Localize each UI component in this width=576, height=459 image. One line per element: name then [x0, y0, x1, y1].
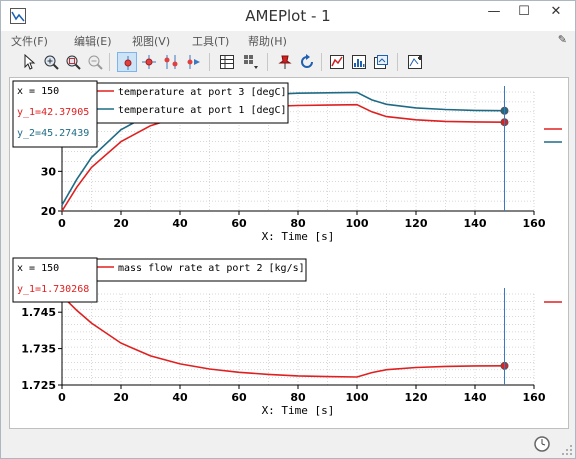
cursor-readout-box [12, 257, 98, 303]
x-tick-label: 160 [523, 391, 546, 404]
plots-canvas[interactable]: 020406080100120140160203040X: Time [s]te… [10, 78, 568, 428]
cursor-step-button[interactable] [183, 52, 203, 72]
zoom-out-button[interactable] [85, 52, 105, 72]
pin-marker-button[interactable] [275, 52, 295, 72]
cursor-tool-button[interactable] [117, 52, 137, 72]
toolbar-separator [267, 53, 268, 71]
toolbar-separator [209, 53, 210, 71]
x-tick-label: 100 [346, 391, 369, 404]
cursor-marker-icon [124, 56, 132, 70]
x-tick-label: 60 [231, 217, 247, 230]
y-tick-label: 1.725 [21, 379, 56, 392]
legend-entry: temperature at port 1 [degC] [118, 105, 287, 116]
maximize-button[interactable]: ☐ [518, 4, 530, 19]
cursor-readout-box [12, 80, 98, 148]
x-axis-title: X: Time [s] [262, 230, 335, 243]
fft-button[interactable] [349, 52, 369, 72]
refresh-button[interactable] [297, 52, 317, 72]
minimize-button[interactable]: — [487, 4, 501, 19]
zoom-in-button[interactable] [41, 52, 61, 72]
pointer-tool-button[interactable] [19, 52, 39, 72]
toolbar-separator [321, 53, 322, 71]
cursor-readout-row: y_1=42.37905 [17, 107, 89, 118]
spectrum-icon [352, 55, 366, 69]
legend: temperature at port 3 [degC] temperature … [79, 82, 289, 124]
x-tick-label: 20 [113, 391, 129, 404]
x-tick-label: 140 [464, 391, 487, 404]
chart-1: 020406080100120140160203040X: Time [s]te… [12, 80, 562, 243]
plot-area[interactable]: 020406080100120140160203040X: Time [s]te… [9, 77, 569, 429]
x-tick-label: 40 [172, 391, 188, 404]
x-axis-title: X: Time [s] [262, 404, 335, 417]
menu-bar: 文件(F) 编辑(E) 视图(V) 工具(T) 帮助(H) ✎ [1, 31, 575, 49]
arrow-pointer-icon [24, 54, 36, 70]
menu-tools[interactable]: 工具(T) [192, 35, 230, 48]
refresh-icon [301, 54, 313, 68]
title-bar[interactable]: AMEPlot - 1 — ☐ ✕ [1, 1, 575, 31]
export-button[interactable] [371, 52, 391, 72]
x-tick-label: 20 [113, 217, 129, 230]
cursor-readout-row: x = 150 [17, 263, 59, 274]
x-tick-label: 60 [231, 391, 247, 404]
plot-properties-button[interactable] [327, 52, 347, 72]
x-tick-label: 100 [346, 217, 369, 230]
y-tick-label: 30 [41, 165, 57, 178]
toolbar [5, 49, 571, 75]
y-tick-label: 1.735 [21, 343, 56, 356]
menu-edit[interactable]: 编辑(E) [74, 35, 112, 48]
close-button[interactable]: ✕ [550, 4, 562, 19]
window-title: AMEPlot - 1 [245, 7, 331, 25]
toolbar-separator [397, 53, 398, 71]
x-tick-label: 120 [405, 391, 428, 404]
grid-layout-icon [244, 55, 258, 69]
y-tick-label: 1.745 [21, 306, 56, 319]
status-bar [1, 431, 575, 458]
two-cursors-button[interactable] [161, 52, 181, 72]
cursor-readout-row: y_2=45.27439 [17, 128, 89, 139]
x-tick-label: 160 [523, 217, 546, 230]
x-tick-label: 140 [464, 217, 487, 230]
cursor-readout: x = 150 y_1=42.37905 y_2=45.27439 [12, 80, 98, 148]
chart-2: 0 20 40 60 80 100 120 140 160 1.725 1.735 1.745 X: T… [12, 257, 562, 417]
x-tick-label: 0 [58, 217, 66, 230]
cursor-readout-row: x = 150 [17, 86, 59, 97]
export-icon [374, 55, 388, 69]
ameplot-app-icon [10, 8, 26, 24]
cursor-readout: x = 150 y_1=1.730268 [12, 257, 98, 303]
x-tick-label: 0 [58, 391, 66, 404]
zoom-out-icon [88, 55, 103, 70]
menu-file[interactable]: 文件(F) [11, 35, 48, 48]
layout-grid-button[interactable] [241, 52, 261, 72]
x-tick-label: 80 [290, 391, 306, 404]
legend-entry: mass flow rate at port 2 [kg/s] [118, 263, 305, 274]
menu-help[interactable]: 帮助(H) [248, 35, 287, 48]
crosshair-tool-button[interactable] [139, 52, 159, 72]
crosshair-icon [142, 55, 156, 69]
resize-grip-icon[interactable] [561, 444, 573, 456]
data-table-button[interactable] [217, 52, 237, 72]
x-tick-label: 40 [172, 217, 188, 230]
pin-icon[interactable]: ✎ [557, 33, 567, 46]
x-tick-label: 80 [290, 217, 306, 230]
new-plot-icon [408, 55, 422, 69]
menu-view[interactable]: 视图(V) [132, 35, 171, 48]
clock-icon[interactable] [533, 435, 551, 453]
cursor-step-icon [187, 55, 200, 69]
table-icon [220, 55, 234, 69]
new-plot-button[interactable] [405, 52, 425, 72]
y-tick-label: 20 [41, 205, 57, 218]
zoom-fit-button[interactable] [63, 52, 83, 72]
zoom-fit-icon [66, 55, 81, 70]
two-cursors-icon [164, 55, 178, 69]
toolbar-separator [109, 53, 110, 71]
legend: mass flow rate at port 2 [kg/s] [79, 258, 307, 282]
legend-entry: temperature at port 3 [degC] [118, 87, 287, 98]
chart-properties-icon [330, 55, 344, 69]
x-tick-label: 120 [405, 217, 428, 230]
zoom-in-icon [44, 55, 59, 70]
cursor-readout-row: y_1=1.730268 [17, 284, 89, 295]
pushpin-icon [278, 55, 292, 69]
series-line-1 [61, 295, 505, 378]
